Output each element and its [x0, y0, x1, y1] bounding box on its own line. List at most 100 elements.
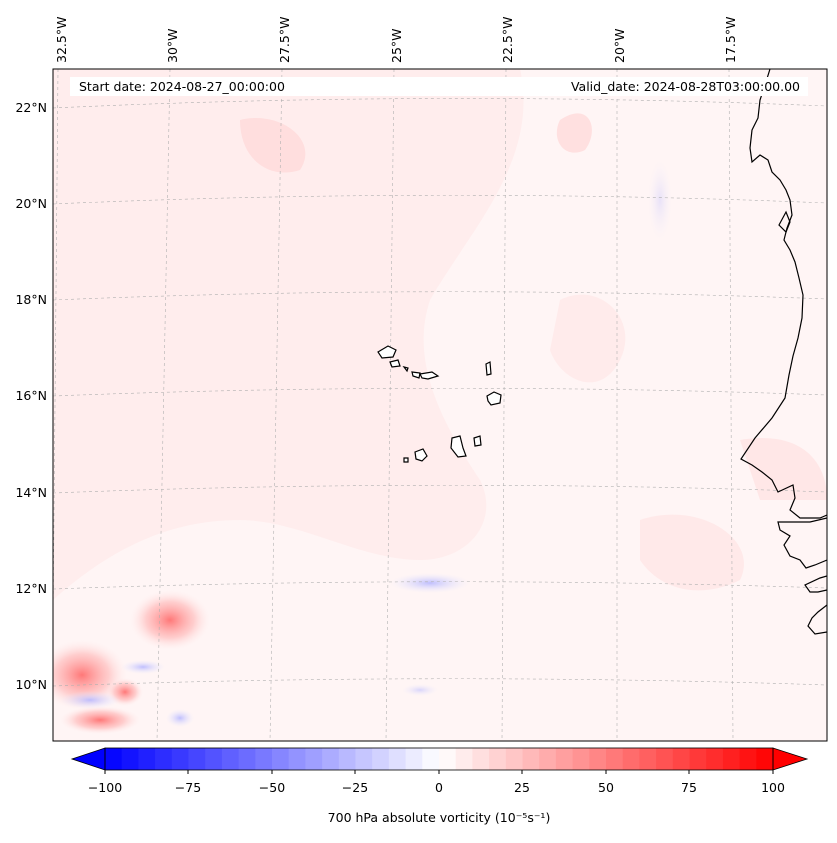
colorbar-label: 700 hPa absolute vorticity (10⁻⁵s⁻¹) [328, 810, 551, 825]
island-santo-antao [377, 345, 397, 359]
negative-vorticity [166, 709, 194, 727]
colorbar-segment [522, 748, 540, 770]
parallel-gridline [53, 291, 827, 301]
colorbar-segment [706, 748, 724, 770]
valid-date-label: Valid_date: 2024-08-28T03:00:00.00 [571, 79, 800, 94]
colorbar-tick-label: 100 [761, 780, 785, 795]
colorbar-segment [255, 748, 273, 770]
lat-label: 20°N [15, 196, 47, 211]
colorbar-segment [205, 748, 223, 770]
positive-vorticity-patch [550, 294, 626, 383]
colorbar-segment [722, 748, 741, 770]
africa-coastline [807, 604, 827, 635]
lon-label: 25°W [389, 28, 404, 63]
colorbar-segment [138, 748, 156, 770]
colorbar-tick-label: −75 [175, 780, 201, 795]
colorbar [70, 747, 809, 771]
colorbar-segment [272, 748, 290, 770]
colorbar-segment [439, 748, 457, 770]
colorbar-segment [756, 748, 774, 770]
positive-vorticity-band [53, 69, 524, 600]
island-fogo [414, 448, 428, 462]
island-sao-nicolau-east [419, 371, 440, 380]
positive-vorticity-patch [240, 118, 306, 173]
island-santa-luzia [402, 366, 409, 373]
meridian-gridline [156, 69, 171, 741]
colorbar-segment [589, 748, 607, 770]
meridian-gridline [53, 69, 59, 663]
island-boa-vista [486, 391, 502, 406]
map-frame [52, 68, 828, 742]
vorticity-field [53, 69, 827, 734]
lon-label: 17.5°W [723, 17, 738, 63]
africa-coastline [777, 517, 827, 569]
island-outline [778, 210, 791, 234]
colorbar-segment [121, 748, 139, 770]
colorbar-segment [606, 748, 624, 770]
colorbar-tick-label: 25 [514, 780, 530, 795]
colorbar-ticks: −100 −75 −50 −25 0 25 50 75 100 [88, 770, 785, 795]
colorbar-segment [388, 748, 407, 770]
colorbar-tick-label: 50 [598, 780, 614, 795]
positive-vorticity-patch [640, 514, 744, 591]
colorbar-segment [238, 748, 256, 770]
colorbar-tick-label: 0 [435, 780, 443, 795]
colorbar-tick-label: −100 [88, 780, 122, 795]
parallel-gridline [53, 581, 827, 590]
colorbar-tick-label: 75 [681, 780, 697, 795]
lat-label: 16°N [15, 388, 47, 403]
start-date-label: Start date: 2024-08-27_00:00:00 [79, 79, 285, 94]
parallel-gridline [53, 678, 827, 687]
colorbar-max-extension [772, 747, 809, 771]
colorbar-segment [288, 748, 306, 770]
positive-vorticity-patch [740, 438, 827, 500]
colorbar-tick-label: −25 [342, 780, 368, 795]
colorbar-segment [455, 748, 473, 770]
colorbar-segment [171, 748, 190, 770]
colorbar-segment [188, 748, 206, 770]
negative-vorticity [390, 573, 470, 593]
negative-vorticity [648, 160, 672, 240]
colorbar-segment [372, 748, 390, 770]
island-sao-vicente [389, 359, 401, 368]
latitude-labels: 22°N 20°N 18°N 16°N 14°N 12°N 10°N [15, 100, 47, 692]
negative-vorticity [121, 660, 165, 674]
colorbar-segment [539, 748, 557, 770]
lon-label: 20°W [612, 28, 627, 63]
colorbar-segment [622, 748, 640, 770]
colorbar-segment [555, 748, 574, 770]
meridian-gridline [385, 69, 395, 741]
lat-label: 14°N [15, 485, 47, 500]
cape-verde-islands [377, 345, 502, 463]
lat-label: 18°N [15, 292, 47, 307]
colorbar-segment [422, 748, 440, 770]
colorbar-segment [355, 748, 373, 770]
meridian-gridline [269, 69, 283, 741]
colorbar-segment [405, 748, 423, 770]
lon-label: 27.5°W [277, 17, 292, 63]
lat-label: 22°N [15, 100, 47, 115]
gridlines [53, 69, 827, 741]
lat-label: 10°N [15, 677, 47, 692]
negative-vorticity [60, 691, 120, 709]
negative-vorticity [402, 684, 438, 696]
lat-label: 12°N [15, 581, 47, 596]
island-maio [473, 435, 482, 447]
coastlines [740, 69, 827, 635]
colorbar-segment [472, 748, 490, 770]
strong-positive-vorticity [60, 706, 140, 734]
africa-coastline [740, 69, 827, 519]
lon-label: 32.5°W [54, 17, 69, 63]
colorbar-segment [689, 748, 707, 770]
meridian-gridline [501, 69, 507, 741]
colorbar-segment [656, 748, 674, 770]
colorbar-segment [221, 748, 240, 770]
colorbar-segment [155, 748, 173, 770]
island-sao-nicolau [411, 371, 421, 379]
colorbar-segment [505, 748, 524, 770]
colorbar-segment [572, 748, 590, 770]
parallel-gridline [53, 484, 827, 494]
colorbar-segment [639, 748, 657, 770]
